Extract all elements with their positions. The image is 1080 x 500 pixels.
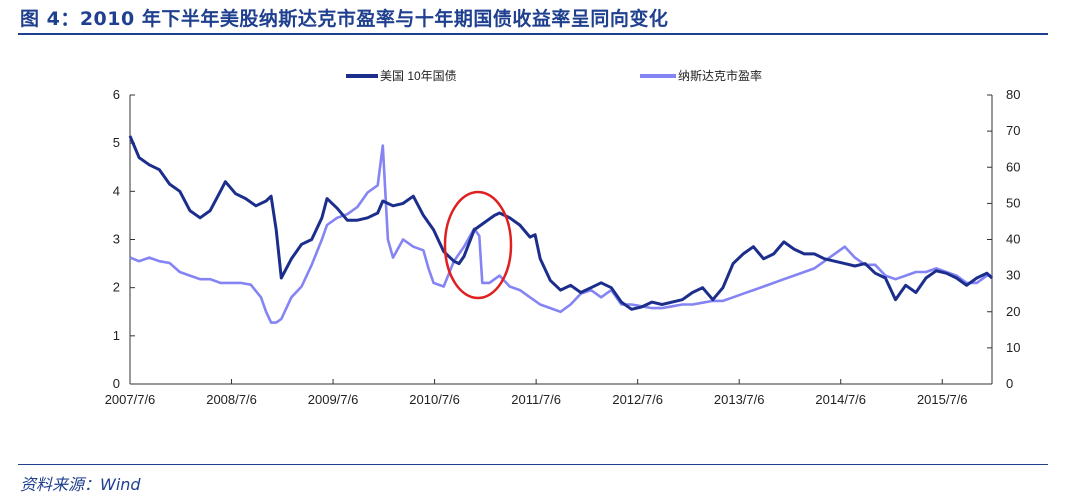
chart: 美国 10年国债 纳斯达克市盈率 01234560102030405060708… <box>105 68 1021 407</box>
title-rule <box>18 33 1048 35</box>
x-tick-label: 2007/7/6 <box>105 392 156 407</box>
series-line-nasdaq-pe <box>129 144 992 324</box>
highlight-circle <box>443 190 513 300</box>
left-tick-label: 2 <box>113 280 120 295</box>
x-tick-label: 2012/7/6 <box>612 392 663 407</box>
right-tick-label: 50 <box>1006 195 1020 210</box>
x-tick-label: 2010/7/6 <box>409 392 460 407</box>
right-tick-label: 70 <box>1006 123 1020 138</box>
left-tick-label: 6 <box>113 87 120 102</box>
x-tick-label: 2013/7/6 <box>714 392 765 407</box>
left-tick-label: 4 <box>113 183 120 198</box>
right-tick-label: 0 <box>1006 376 1013 391</box>
left-tick-label: 1 <box>113 328 120 343</box>
source-note: 资料来源：Wind <box>20 475 141 494</box>
right-tick-label: 80 <box>1006 87 1020 102</box>
left-tick-label: 3 <box>113 232 120 247</box>
source-rule <box>18 464 1048 465</box>
x-tick-label: 2008/7/6 <box>206 392 257 407</box>
x-tick-label: 2014/7/6 <box>815 392 866 407</box>
series-line-us10y <box>128 135 994 311</box>
right-tick-label: 20 <box>1006 304 1020 319</box>
x-tick-label: 2015/7/6 <box>917 392 968 407</box>
left-tick-label: 5 <box>113 135 120 150</box>
right-tick-label: 60 <box>1006 159 1020 174</box>
legend-label-nasdaq-pe: 纳斯达克市盈率 <box>678 68 762 83</box>
legend-label-us10y: 美国 10年国债 <box>380 69 457 83</box>
figure-title: 图 4：2010 年下半年美股纳斯达克市盈率与十年期国债收益率呈同向变化 <box>20 8 669 30</box>
series-layer <box>128 135 994 324</box>
legend: 美国 10年国债 纳斯达克市盈率 <box>346 68 762 83</box>
right-tick-label: 40 <box>1006 232 1020 247</box>
x-tick-label: 2011/7/6 <box>511 392 561 407</box>
x-tick-label: 2009/7/6 <box>308 392 359 407</box>
right-tick-label: 30 <box>1006 268 1020 283</box>
left-tick-label: 0 <box>113 376 120 391</box>
right-tick-label: 10 <box>1006 340 1020 355</box>
